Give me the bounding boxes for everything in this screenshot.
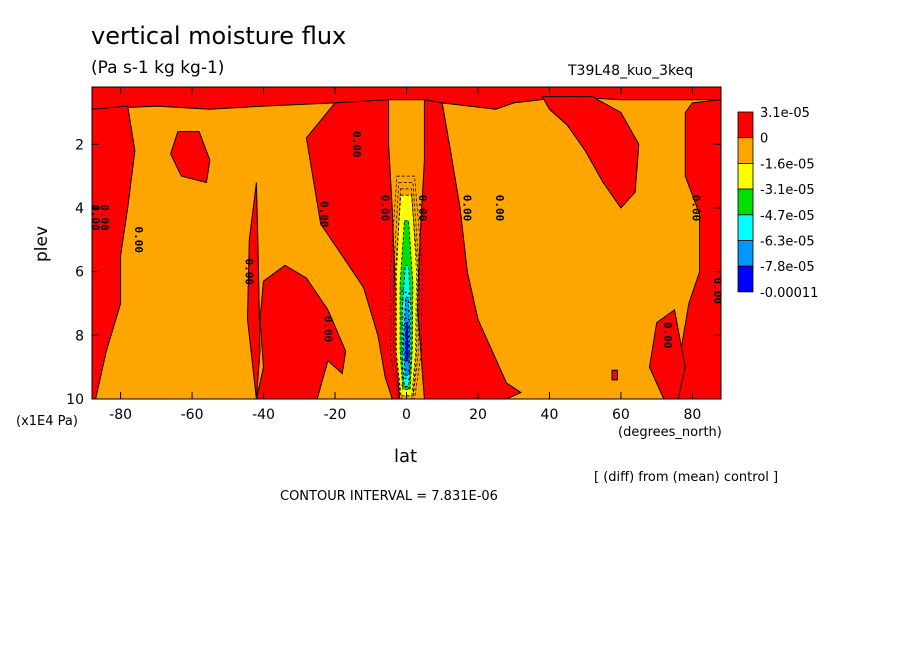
colorbar: 3.1e-05 0 -1.6e-05 -3.1e-05 -4.7e-05 -6.3e-05… <box>737 106 818 301</box>
x-tick-label: -40 <box>252 407 275 423</box>
plot-area: 0.000.000.000.000.000.000.00 0.00 0.000.00… <box>89 87 724 399</box>
zero-contour-label: 0.00 <box>493 195 506 222</box>
zero-contour-label: 0.00 <box>321 316 334 343</box>
negative-core-hatch <box>401 324 412 330</box>
zero-contour-label: 0.00 <box>661 322 674 349</box>
colorbar-label: -4.7e-05 <box>760 209 815 224</box>
colorbar-swatch <box>737 214 754 241</box>
x-tick-label: -80 <box>109 407 132 423</box>
diff-note: [ (diff) from (mean) control ] <box>594 470 779 485</box>
x-axis-label: lat <box>394 446 418 467</box>
chart-title: vertical moisture flux <box>91 22 347 50</box>
negative-core-hatch <box>401 376 412 382</box>
chart-units: (Pa s-1 kg kg-1) <box>91 58 225 78</box>
contour-interval: CONTOUR INTERVAL = 7.831E-06 <box>280 489 498 504</box>
positive-region-sh-thin-spike <box>246 182 261 399</box>
zero-contour-label: 0.00 <box>318 201 331 228</box>
negative-core-hatch <box>401 290 412 296</box>
zero-contour-label: 0.00 <box>89 204 102 231</box>
positive-region-left-edge-tower <box>92 105 136 399</box>
negative-core-hatch <box>401 358 412 364</box>
colorbar-swatch <box>737 111 754 139</box>
zero-contour-label: 0.00 <box>416 195 429 222</box>
case-label: T39L48_kuo_3keq <box>568 63 694 79</box>
zero-contour-label: 0.00 <box>132 227 145 254</box>
negative-core-hatch <box>401 315 412 321</box>
colorbar-label: -1.6e-05 <box>760 157 815 172</box>
zero-contour-label: 0.00 <box>461 195 474 222</box>
x-axis-unit: (degrees_north) <box>618 425 722 440</box>
x-tick-label: 80 <box>683 407 701 423</box>
positive-region-sh-lower-blob <box>255 264 347 399</box>
x-tick-label: -20 <box>324 407 347 423</box>
positive-region-sh-tower <box>305 99 400 399</box>
x-tick-label: 40 <box>541 407 559 423</box>
positive-region-nh-right-blob <box>541 96 640 209</box>
negative-core-hatch <box>401 333 412 339</box>
negative-contour-3 <box>396 188 417 399</box>
negative-core-hatch <box>401 298 412 304</box>
axes: -80 -60 -40 -20 0 20 40 60 80 2 4 6 8 10 <box>66 87 721 423</box>
negative-core-hatch <box>401 341 412 347</box>
colorbar-swatch <box>737 240 754 267</box>
negative-core-hatch <box>401 350 412 356</box>
y-tick-label: 2 <box>75 137 84 153</box>
positive-region-right-edge-tower <box>673 99 721 399</box>
negative-core-hatch <box>401 307 412 313</box>
y-tick-label: 10 <box>66 392 84 408</box>
zero-contour-label: 0.00 <box>350 131 363 158</box>
zero-contour-label: 0.00 <box>711 278 724 305</box>
zero-contour-label: 0.00 <box>243 258 256 285</box>
positive-region-sh-small-blob <box>170 131 211 184</box>
y-tick-label: 6 <box>75 265 84 281</box>
positive-region-nh-low-blob <box>648 309 686 399</box>
colorbar-label: -3.1e-05 <box>760 183 815 198</box>
negative-contour-1 <box>390 175 423 399</box>
negative-core-level-5 <box>404 322 409 362</box>
positive-region-nh-tower <box>416 99 522 399</box>
colorbar-label: 0 <box>760 132 768 147</box>
y-tick-label: 8 <box>75 328 84 344</box>
colorbar-label: -0.00011 <box>760 286 818 301</box>
colorbar-label: 3.1e-05 <box>760 106 810 121</box>
x-tick-label: 20 <box>469 407 487 423</box>
zero-contour-label: 0.00 <box>379 195 392 222</box>
y-tick-label: 4 <box>75 201 84 217</box>
negative-core-hatch <box>401 384 412 390</box>
colorbar-swatch <box>737 162 754 190</box>
negative-core-hatch <box>401 367 412 373</box>
x-tick-label: 0 <box>402 407 411 423</box>
positive-region-nh-dot <box>611 369 618 381</box>
colorbar-label: -7.8e-05 <box>760 260 815 275</box>
y-axis-unit: (x1E4 Pa) <box>16 414 78 429</box>
zero-contour-label: 0.00 <box>98 204 111 231</box>
colorbar-swatch <box>737 265 754 293</box>
colorbar-swatch <box>737 188 754 216</box>
x-tick-label: -60 <box>181 407 204 423</box>
x-tick-label: 60 <box>612 407 630 423</box>
colorbar-label: -6.3e-05 <box>760 235 815 250</box>
zero-contour-label: 0.00 <box>689 195 702 222</box>
colorbar-swatch <box>737 137 754 164</box>
